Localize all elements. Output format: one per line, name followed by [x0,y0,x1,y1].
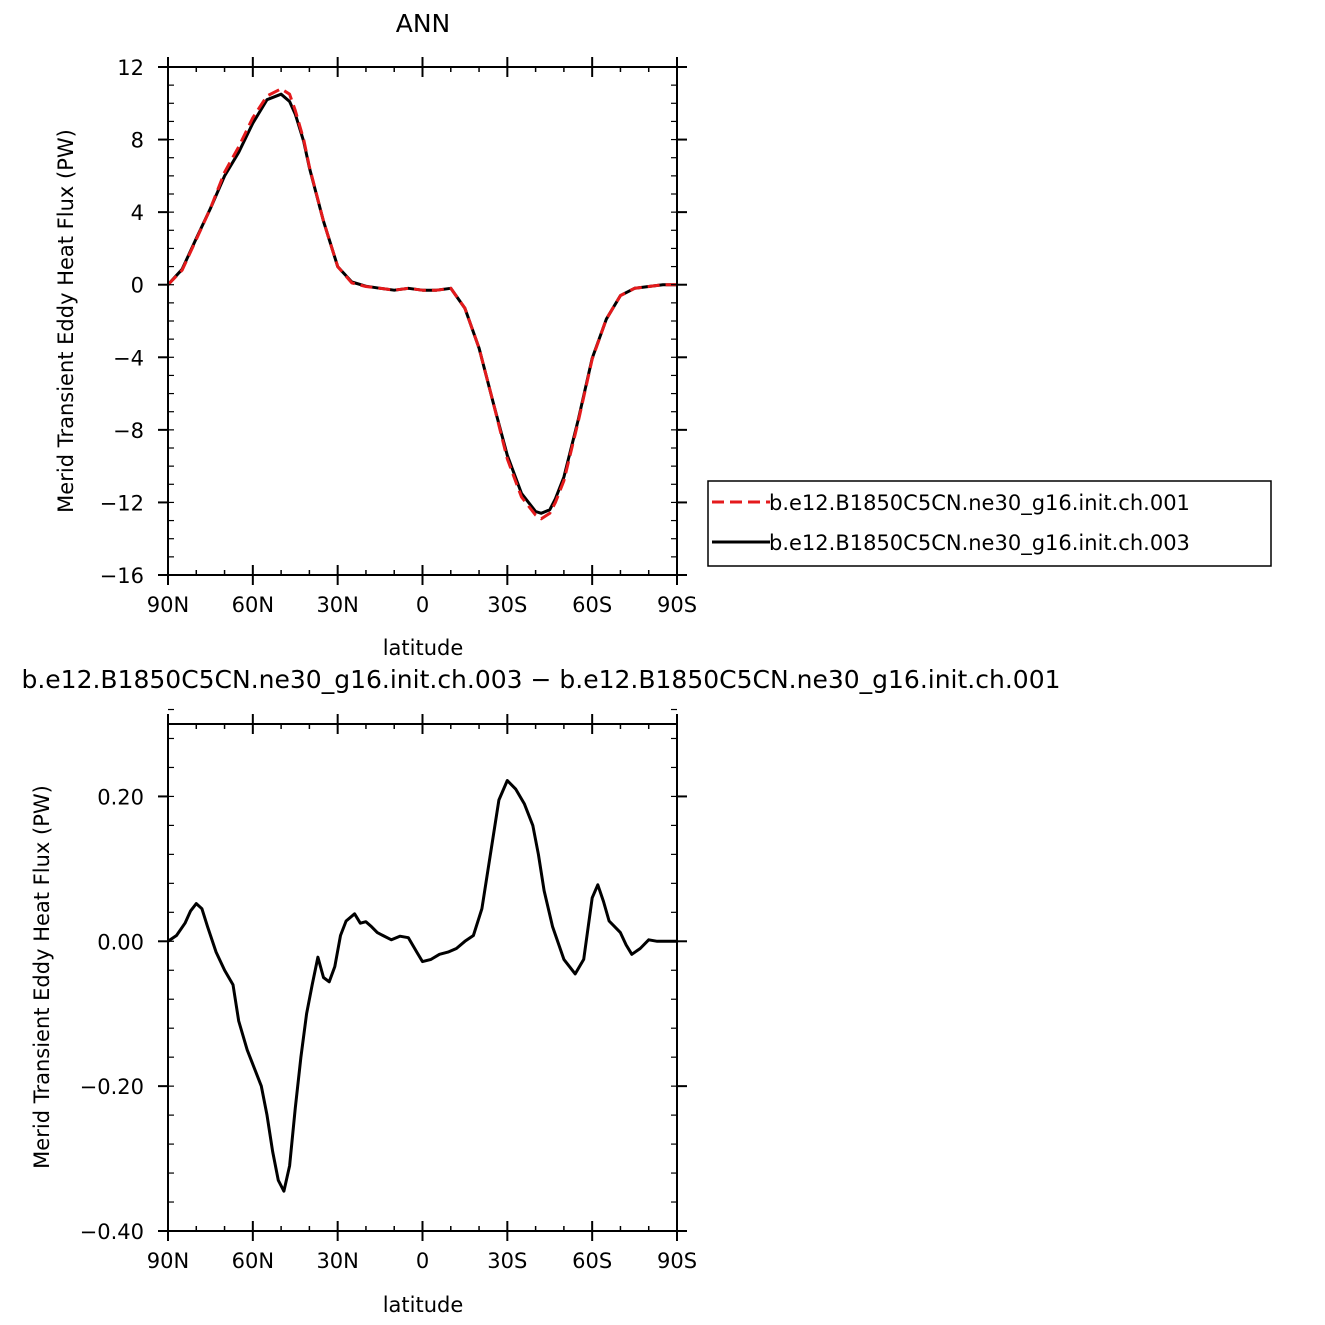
x-tick-label: 30S [487,1249,527,1273]
x-tick-label: 60S [572,593,612,617]
legend-label-001: b.e12.B1850C5CN.ne30_g16.init.ch.001 [769,491,1190,516]
x-tick-label: 30N [316,1249,358,1273]
y-tick-label: −8 [113,419,144,443]
bottom-chart-series-group [167,779,677,1193]
y-tick-label: −16 [100,564,144,588]
series-line-0 [166,87,677,521]
y-tick-label: 12 [117,56,144,80]
series-line-0 [167,779,677,1193]
y-tick-label: −0.20 [80,1075,144,1099]
y-tick-label: −0.40 [80,1220,144,1244]
top-chart-series-group [166,87,677,521]
y-tick-label: −4 [113,346,144,370]
x-tick-label: 90N [147,1249,189,1273]
legend: b.e12.B1850C5CN.ne30_g16.init.ch.001 b.e… [707,480,1272,567]
top-chart-ticks: 90N 60N 30N 0 30S 60S 90S 12 8 4 0 −4 −8 −12 −16 [100,56,697,617]
legend-box [707,480,1272,567]
y-tick-label: 0 [131,274,144,298]
x-tick-label: 60S [572,1249,612,1273]
series-line-1 [166,92,677,515]
bottom-chart-ticks: 90N 60N 30N 0 30S 60S 90S 0.20 0.00 −0.20 −0.40 [80,708,697,1273]
bottom-chart-ylabel: Merid Transient Eddy Heat Flux (PW) [30,785,54,1169]
bottom-chart: b.e12.B1850C5CN.ne30_g16.init.ch.003 − b… [21,665,1060,1317]
bottom-chart-xlabel: latitude [383,1293,464,1317]
y-tick-label: 0.20 [97,785,144,809]
x-tick-label: 90N [147,593,189,617]
bottom-chart-frame [167,723,678,1232]
x-tick-label: 30N [316,593,358,617]
x-tick-label: 60N [232,1249,274,1273]
x-tick-label: 90S [657,593,697,617]
y-tick-label: 0.00 [97,930,144,954]
x-tick-label: 0 [416,1249,429,1273]
y-tick-label: 4 [131,201,144,225]
top-chart-ylabel: Merid Transient Eddy Heat Flux (PW) [54,129,78,513]
top-chart: ANN 90N 60N 30N 0 30S 60S 90S 12 8 4 0 −4 −8 −12 −16 l… [54,9,1272,660]
top-chart-xlabel: latitude [383,636,464,660]
legend-label-003: b.e12.B1850C5CN.ne30_g16.init.ch.003 [769,531,1190,556]
y-tick-label: 8 [131,129,144,153]
top-chart-title: ANN [396,9,451,38]
bottom-chart-title: b.e12.B1850C5CN.ne30_g16.init.ch.003 − b… [21,665,1060,694]
x-tick-label: 0 [416,593,429,617]
x-tick-label: 30S [487,593,527,617]
x-tick-label: 60N [232,593,274,617]
x-tick-label: 90S [657,1249,697,1273]
y-tick-label: −12 [100,491,144,515]
